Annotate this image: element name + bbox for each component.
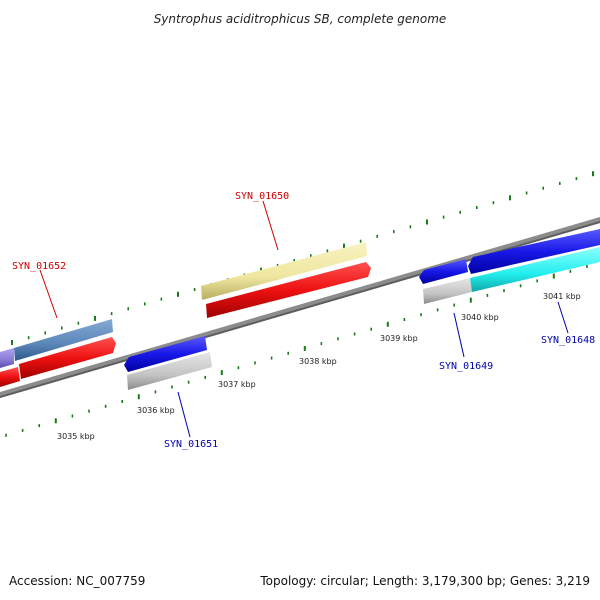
cds-forward-red-2[interactable] <box>206 262 371 318</box>
tick-row-lower <box>5 265 588 437</box>
callout-line <box>262 200 279 251</box>
gene-label-syn01648[interactable]: SYN_01648 <box>541 335 595 346</box>
forward-strand-features <box>0 242 371 387</box>
reverse-strand-features-center <box>124 336 212 390</box>
cds-reverse-blue-2[interactable] <box>468 229 600 274</box>
callout-line <box>39 269 58 319</box>
gene-label-syn01652[interactable]: SYN_01652 <box>12 261 66 272</box>
gene-feature-cyan[interactable] <box>470 247 600 292</box>
map-title: Syntrophus aciditrophicus SB, complete g… <box>154 12 447 26</box>
gene-feature-purple[interactable] <box>0 348 14 368</box>
kbp-label: 3037 kbp <box>218 380 256 389</box>
kbp-label: 3039 kbp <box>380 334 418 343</box>
kbp-label: 3035 kbp <box>57 432 95 441</box>
accession-label: Accession: NC_007759 <box>9 574 146 588</box>
callout-line <box>177 391 191 438</box>
reverse-strand-features-right <box>419 229 600 304</box>
gene-label-syn01650[interactable]: SYN_01650 <box>235 191 289 202</box>
kbp-label: 3041 kbp <box>543 292 581 301</box>
kbp-label: 3038 kbp <box>299 357 337 366</box>
kbp-label: 3036 kbp <box>137 406 175 415</box>
gene-feature-gray-right[interactable] <box>423 278 472 304</box>
callout-line <box>453 312 465 358</box>
gene-label-syn01651[interactable]: SYN_01651 <box>164 439 218 450</box>
genome-summary: Topology: circular; Length: 3,179,300 bp… <box>260 574 590 588</box>
cds-reverse-blue-3[interactable] <box>124 336 207 372</box>
gene-feature-steelblue[interactable] <box>14 319 113 361</box>
genome-backbone-shade <box>0 221 600 398</box>
kbp-label: 3040 kbp <box>461 313 499 322</box>
cds-reverse-blue-1[interactable] <box>419 259 468 284</box>
callout-line <box>557 301 569 334</box>
gene-label-syn01649[interactable]: SYN_01649 <box>439 361 493 372</box>
kbp-scale: 3035 kbp 3036 kbp 3037 kbp 3038 kbp 3039… <box>57 292 581 441</box>
gene-callouts: SYN_01652 SYN_01650 SYN_01651 SYN_01649 … <box>12 191 595 450</box>
gene-feature-yellow[interactable] <box>201 242 367 300</box>
cds-forward-red-1[interactable] <box>19 337 116 379</box>
gene-feature-gray-center[interactable] <box>127 352 212 390</box>
cds-forward-red-left[interactable] <box>0 367 20 387</box>
